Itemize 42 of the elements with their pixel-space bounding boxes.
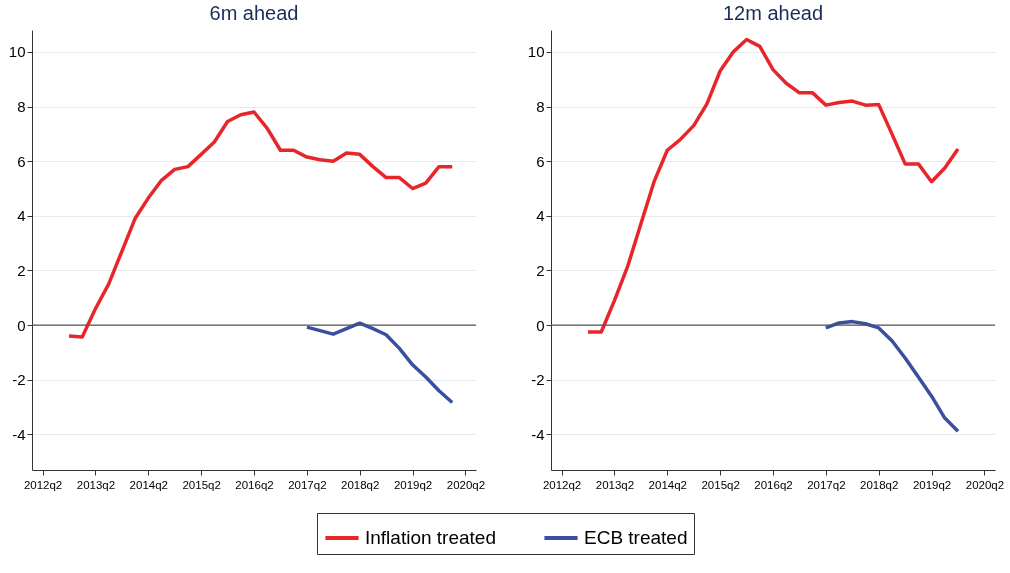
x-tick-label: 2012q2 <box>23 478 63 491</box>
x-tick-label: 2019q2 <box>912 478 952 491</box>
x-tick-label: 2015q2 <box>182 478 221 491</box>
y-tick-label: -2 <box>12 371 26 389</box>
line-series <box>824 319 960 433</box>
x-tick-label: 2014q2 <box>129 478 168 491</box>
line-series <box>67 110 454 339</box>
x-tick-label: 2019q2 <box>393 478 433 491</box>
x-tick-label: 2017q2 <box>807 478 846 491</box>
y-tick-label: 0 <box>536 316 545 334</box>
y-tick-label: 4 <box>536 207 545 225</box>
y-tick-label: 6 <box>17 152 26 170</box>
y-tick-label: 10 <box>527 43 545 61</box>
x-tick-label: 2014q2 <box>648 478 687 491</box>
x-tick-label: 2018q2 <box>860 478 899 491</box>
y-tick-label: 8 <box>17 98 26 116</box>
x-tick-label: 2015q2 <box>701 478 740 491</box>
y-tick-label: -2 <box>531 371 545 389</box>
y-tick-label: 6 <box>536 152 545 170</box>
y-tick-label: 8 <box>536 98 545 116</box>
x-tick-label: 2013q2 <box>76 478 116 491</box>
x-tick-label: 2016q2 <box>235 478 274 491</box>
x-tick-label: 2012q2 <box>542 478 582 491</box>
legend-label: ECB treated <box>584 527 688 548</box>
x-tick-label: 2018q2 <box>341 478 380 491</box>
y-tick-label: -4 <box>12 425 26 443</box>
line-series <box>305 321 454 405</box>
y-tick-label: 2 <box>536 262 545 279</box>
x-tick-label: 2017q2 <box>288 478 327 491</box>
legend-label: Inflation treated <box>365 527 496 548</box>
y-tick-label: 2 <box>17 262 26 279</box>
line-series <box>586 37 960 334</box>
x-tick-label: 2020q2 <box>446 478 486 491</box>
x-tick-label: 2013q2 <box>595 478 635 491</box>
chart-title: 12m ahead <box>722 2 824 24</box>
x-tick-label: 2020q2 <box>965 478 1005 491</box>
y-tick-label: -4 <box>531 425 545 443</box>
x-tick-label: 2016q2 <box>754 478 793 491</box>
y-tick-label: 4 <box>17 207 26 225</box>
y-tick-label: 10 <box>8 43 26 61</box>
chart-title: 6m ahead <box>209 2 299 24</box>
y-tick-label: 0 <box>17 316 26 334</box>
